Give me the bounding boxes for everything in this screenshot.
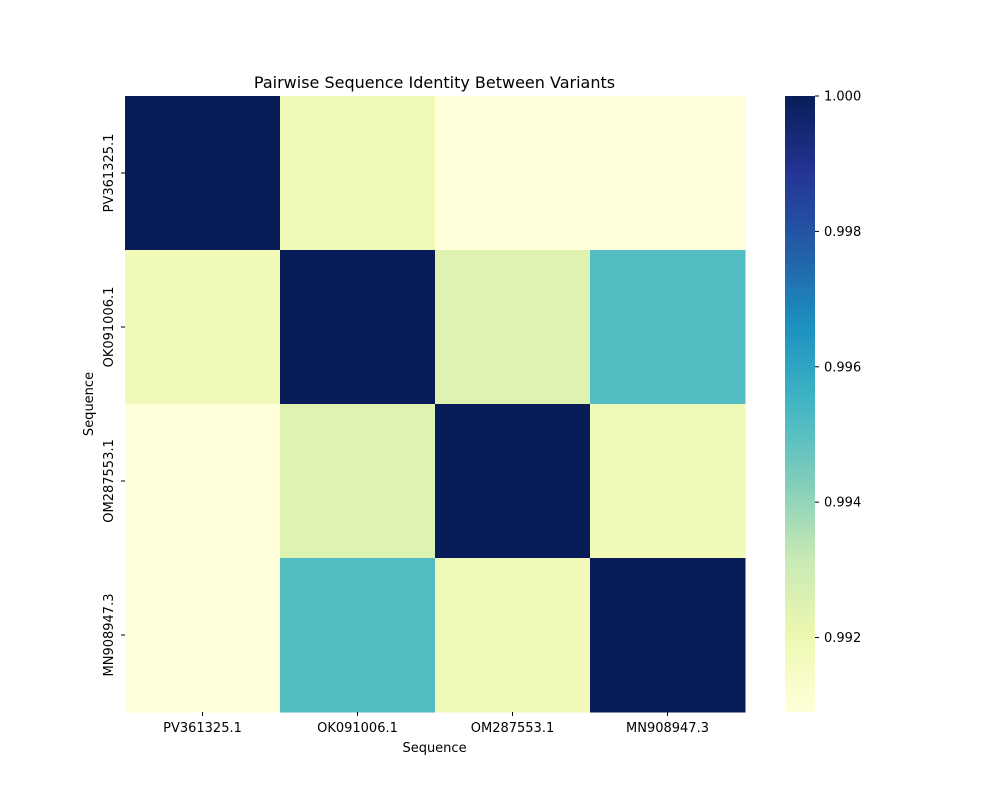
heatmap-cell bbox=[125, 558, 281, 713]
y-axis-label: Sequence bbox=[82, 372, 97, 436]
heatmap-cell bbox=[590, 250, 746, 405]
x-tick-label: MN908947.3 bbox=[626, 721, 709, 736]
heatmap-cell bbox=[590, 404, 746, 559]
y-tick-label: MN908947.3 bbox=[102, 594, 117, 677]
heatmap-cell bbox=[590, 558, 746, 713]
chart-title: Pairwise Sequence Identity Between Varia… bbox=[254, 73, 615, 92]
heatmap-cell bbox=[280, 404, 436, 559]
colorbar-tick-label: 0.998 bbox=[824, 225, 861, 240]
heatmap-cell bbox=[280, 558, 436, 713]
x-tick-label: OK091006.1 bbox=[317, 721, 398, 736]
colorbar-tick-label: 0.996 bbox=[824, 360, 861, 375]
heatmap-cell bbox=[280, 250, 436, 405]
heatmap-cell bbox=[280, 96, 436, 251]
y-tick-label: OM287553.1 bbox=[102, 439, 117, 522]
x-axis-ticks: PV361325.1 OK091006.1 OM287553.1 MN908947.3 bbox=[163, 712, 709, 736]
colorbar bbox=[785, 96, 815, 712]
x-tick-label: OM287553.1 bbox=[471, 721, 554, 736]
y-tick-label: PV361325.1 bbox=[102, 134, 117, 213]
heatmap-cell bbox=[435, 404, 591, 559]
heatmap-cell bbox=[435, 558, 591, 713]
heatmap-cell bbox=[125, 404, 281, 559]
colorbar-ticks: 0.992 0.994 0.996 0.998 1.000 bbox=[815, 90, 861, 646]
heatmap-cell bbox=[125, 96, 281, 251]
colorbar-tick-label: 0.992 bbox=[824, 631, 861, 646]
x-axis-label: Sequence bbox=[402, 741, 466, 756]
y-tick-label: OK091006.1 bbox=[102, 287, 117, 368]
heatmap-cells bbox=[125, 96, 746, 713]
y-axis-ticks: PV361325.1 OK091006.1 OM287553.1 MN908947.3 bbox=[102, 134, 125, 677]
colorbar-tick-label: 1.000 bbox=[824, 90, 861, 105]
heatmap-cell bbox=[435, 96, 591, 251]
heatmap-cell bbox=[590, 96, 746, 251]
heatmap-cell bbox=[435, 250, 591, 405]
x-tick-label: PV361325.1 bbox=[163, 721, 242, 736]
colorbar-tick-label: 0.994 bbox=[824, 496, 861, 511]
heatmap-cell bbox=[125, 250, 281, 405]
